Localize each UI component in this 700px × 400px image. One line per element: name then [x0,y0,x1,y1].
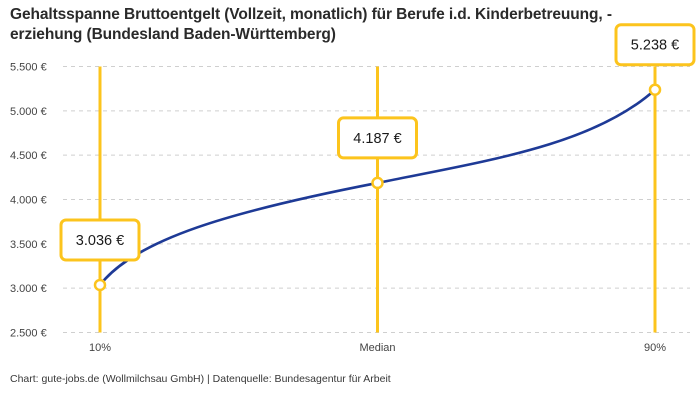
x-tick-label: Median [359,342,395,354]
y-tick-label: 5.500 € [10,62,47,74]
chart-footer-attribution: Chart: gute-jobs.de (Wollmilchsau GmbH) … [10,373,391,385]
y-tick-label: 2.500 € [10,328,47,340]
chart-title: Gehaltsspanne Bruttoentgelt (Vollzeit, m… [10,6,612,43]
value-label: 4.187 € [353,131,401,147]
y-tick-label: 4.500 € [10,150,47,162]
x-tick-label: 90% [644,342,666,354]
value-label: 3.036 € [76,233,124,249]
value-label-box [59,218,141,262]
x-tick-label: 10% [89,342,111,354]
data-point-marker[interactable] [93,278,107,292]
data-point-marker[interactable] [648,83,662,96]
y-tick-label: 3.000 € [10,283,47,295]
y-tick-label: 3.500 € [10,239,47,251]
data-point-marker[interactable] [371,176,384,190]
y-tick-label: 4.000 € [10,195,47,207]
value-label: 5.238 € [631,38,679,54]
y-tick-label: 5.000 € [10,106,47,118]
value-label-box [337,116,418,160]
value-label-box [614,23,696,67]
